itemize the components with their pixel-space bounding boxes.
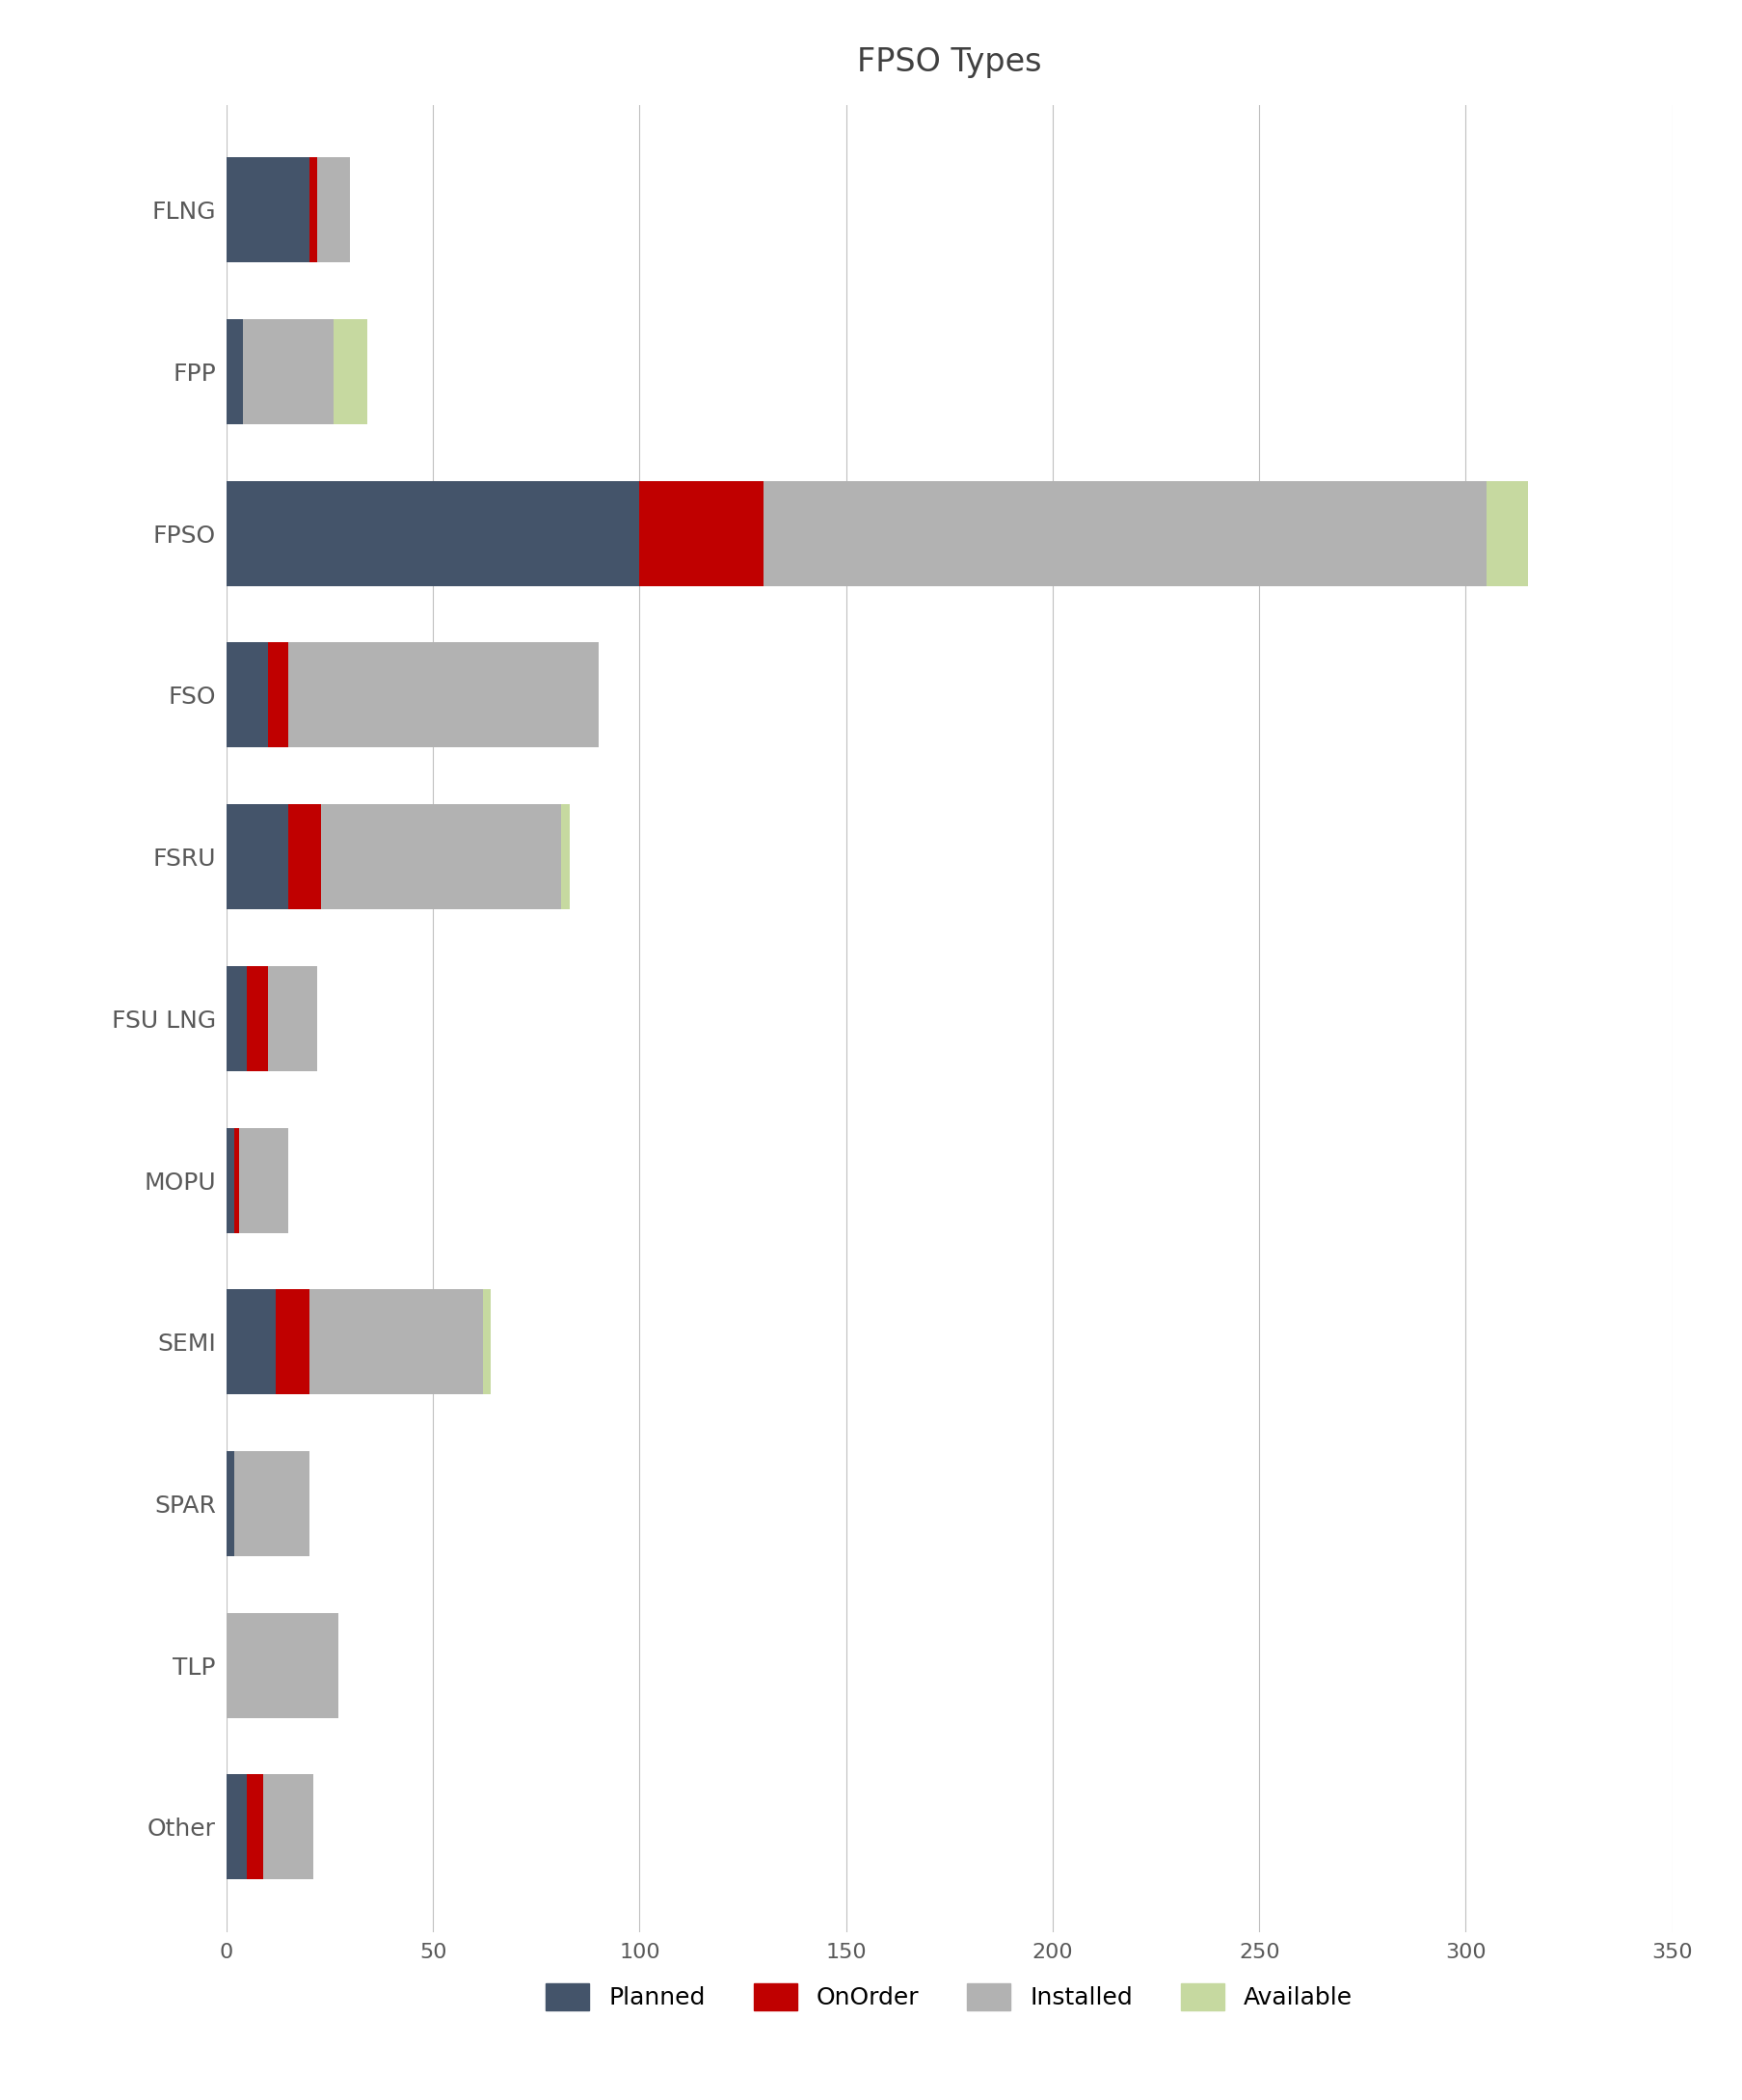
Bar: [1486, 481, 1528, 586]
Bar: [239, 1128, 289, 1233]
Bar: [226, 966, 247, 1071]
Bar: [226, 804, 289, 909]
Bar: [235, 1128, 239, 1233]
Bar: [268, 966, 317, 1071]
Legend: Planned, OnOrder, Installed, Available: Planned, OnOrder, Installed, Available: [537, 1974, 1362, 2020]
Bar: [763, 481, 1486, 586]
Bar: [639, 481, 763, 586]
Bar: [247, 1774, 263, 1880]
Bar: [226, 319, 242, 424]
Bar: [226, 643, 268, 748]
Bar: [226, 481, 639, 586]
Bar: [561, 804, 570, 909]
Title: FPSO Types: FPSO Types: [857, 46, 1042, 78]
Bar: [247, 966, 268, 1071]
Bar: [226, 158, 308, 262]
Bar: [322, 804, 561, 909]
Bar: [268, 643, 289, 748]
Bar: [226, 1451, 235, 1556]
Bar: [275, 1289, 308, 1394]
Bar: [226, 1128, 235, 1233]
Bar: [289, 643, 598, 748]
Bar: [308, 1289, 483, 1394]
Bar: [226, 1289, 275, 1394]
Bar: [308, 158, 317, 262]
Bar: [263, 1774, 314, 1880]
Bar: [483, 1289, 491, 1394]
Bar: [289, 804, 322, 909]
Bar: [242, 319, 334, 424]
Bar: [317, 158, 350, 262]
Bar: [235, 1451, 308, 1556]
Bar: [334, 319, 368, 424]
Bar: [226, 1774, 247, 1880]
Bar: [226, 1613, 338, 1718]
